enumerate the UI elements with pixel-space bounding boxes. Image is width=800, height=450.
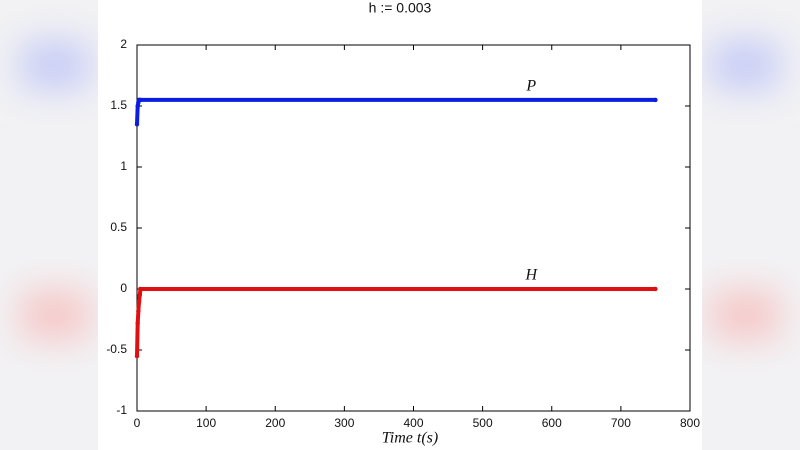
series-label: P (525, 78, 536, 95)
point (135, 320, 140, 326)
x-tick-label: 600 (542, 416, 562, 430)
point (135, 103, 140, 109)
point (134, 122, 140, 127)
point (137, 292, 142, 298)
y-tick-label: 2 (120, 37, 127, 51)
chart-title: h := 0.003 (369, 0, 432, 16)
x-tick-label: 500 (473, 416, 493, 430)
point (138, 286, 143, 292)
point (138, 97, 143, 103)
y-tick-label: 0 (120, 281, 127, 295)
point (136, 299, 142, 304)
y-tick-label: -1 (116, 403, 127, 417)
point (136, 308, 141, 314)
x-tick-label: 700 (611, 416, 631, 430)
panel (98, 0, 702, 450)
point (653, 286, 658, 292)
y-tick-label: 1 (120, 159, 127, 173)
point (134, 353, 140, 359)
blurred-sides (20, 40, 780, 340)
y-tick-label: 1.5 (110, 98, 127, 112)
x-tick-label: 100 (196, 416, 216, 430)
series-label: H (524, 267, 538, 284)
x-tick-label: 200 (265, 416, 285, 430)
x-tick-label: 0 (134, 416, 141, 430)
x-axis-label: Time t(s) (382, 430, 438, 447)
x-tick-label: 300 (334, 416, 354, 430)
y-tick-label: 0.5 (110, 220, 127, 234)
x-tick-label: 800 (680, 416, 700, 430)
x-tick-label: 400 (403, 416, 423, 430)
y-tick-label: -0.5 (106, 342, 127, 356)
point (653, 97, 658, 103)
